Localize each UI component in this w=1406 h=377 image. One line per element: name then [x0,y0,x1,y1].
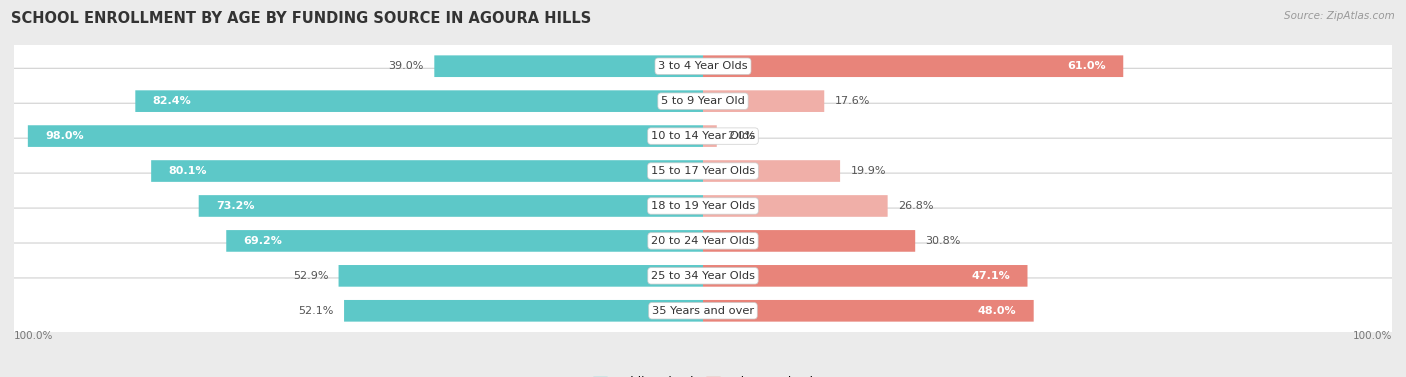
Text: 82.4%: 82.4% [152,96,191,106]
FancyBboxPatch shape [434,55,703,77]
FancyBboxPatch shape [703,300,1033,322]
FancyBboxPatch shape [198,195,703,217]
Text: 19.9%: 19.9% [851,166,886,176]
FancyBboxPatch shape [703,195,887,217]
FancyBboxPatch shape [703,230,915,252]
FancyBboxPatch shape [152,160,703,182]
FancyBboxPatch shape [703,90,824,112]
Text: 2.0%: 2.0% [727,131,755,141]
FancyBboxPatch shape [135,90,703,112]
FancyBboxPatch shape [703,55,1123,77]
Text: 69.2%: 69.2% [243,236,283,246]
FancyBboxPatch shape [703,265,1028,287]
FancyBboxPatch shape [11,173,1395,239]
FancyBboxPatch shape [11,208,1395,274]
Text: 100.0%: 100.0% [14,331,53,341]
Text: Source: ZipAtlas.com: Source: ZipAtlas.com [1284,11,1395,21]
Text: 15 to 17 Year Olds: 15 to 17 Year Olds [651,166,755,176]
Text: 47.1%: 47.1% [972,271,1011,281]
Text: 48.0%: 48.0% [977,306,1017,316]
FancyBboxPatch shape [344,300,703,322]
FancyBboxPatch shape [339,265,703,287]
Text: 5 to 9 Year Old: 5 to 9 Year Old [661,96,745,106]
Text: 52.1%: 52.1% [298,306,333,316]
FancyBboxPatch shape [703,125,717,147]
Text: 25 to 34 Year Olds: 25 to 34 Year Olds [651,271,755,281]
Text: 30.8%: 30.8% [925,236,960,246]
Text: 17.6%: 17.6% [835,96,870,106]
FancyBboxPatch shape [703,160,841,182]
FancyBboxPatch shape [13,34,1398,100]
Text: 39.0%: 39.0% [388,61,425,71]
Text: 73.2%: 73.2% [217,201,254,211]
Legend: Public School, Private School: Public School, Private School [593,376,813,377]
FancyBboxPatch shape [11,103,1395,169]
Text: 10 to 14 Year Olds: 10 to 14 Year Olds [651,131,755,141]
FancyBboxPatch shape [13,244,1398,310]
FancyBboxPatch shape [13,174,1398,240]
FancyBboxPatch shape [226,230,703,252]
FancyBboxPatch shape [11,243,1395,309]
Text: 100.0%: 100.0% [1353,331,1392,341]
FancyBboxPatch shape [13,209,1398,275]
FancyBboxPatch shape [13,279,1398,345]
Text: 18 to 19 Year Olds: 18 to 19 Year Olds [651,201,755,211]
FancyBboxPatch shape [13,104,1398,170]
Text: 20 to 24 Year Olds: 20 to 24 Year Olds [651,236,755,246]
Text: 80.1%: 80.1% [169,166,207,176]
Text: 98.0%: 98.0% [45,131,84,141]
FancyBboxPatch shape [11,278,1395,344]
FancyBboxPatch shape [13,69,1398,135]
Text: 3 to 4 Year Olds: 3 to 4 Year Olds [658,61,748,71]
Text: 52.9%: 52.9% [292,271,328,281]
FancyBboxPatch shape [28,125,703,147]
FancyBboxPatch shape [11,33,1395,99]
Text: SCHOOL ENROLLMENT BY AGE BY FUNDING SOURCE IN AGOURA HILLS: SCHOOL ENROLLMENT BY AGE BY FUNDING SOUR… [11,11,592,26]
FancyBboxPatch shape [11,68,1395,134]
Text: 35 Years and over: 35 Years and over [652,306,754,316]
Text: 26.8%: 26.8% [898,201,934,211]
Text: 61.0%: 61.0% [1067,61,1107,71]
FancyBboxPatch shape [11,138,1395,204]
FancyBboxPatch shape [13,139,1398,205]
